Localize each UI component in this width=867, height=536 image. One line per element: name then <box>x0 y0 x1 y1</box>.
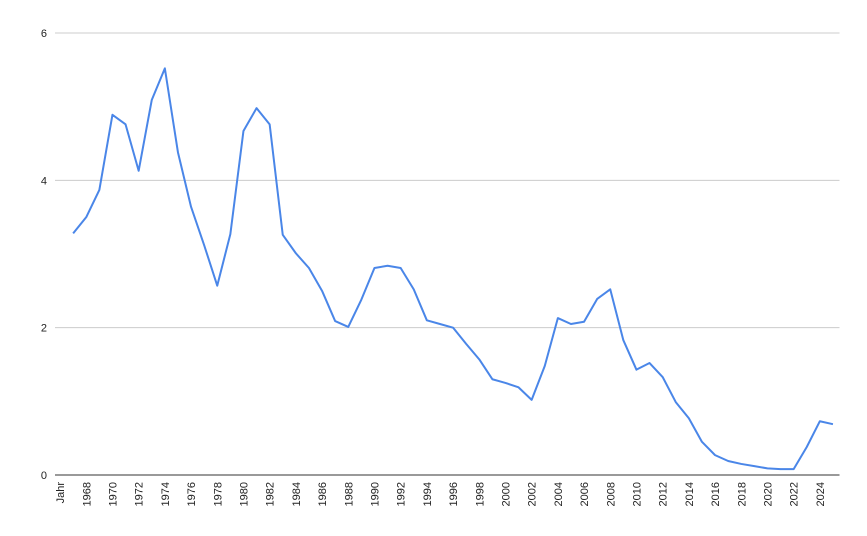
x-tick-label: 1988 <box>343 482 355 506</box>
x-tick-label: 2010 <box>631 482 643 506</box>
x-tick-label: 2018 <box>736 482 748 506</box>
x-tick-label: 2002 <box>527 482 539 506</box>
x-tick-label: 1996 <box>448 482 460 506</box>
x-tick-label: 1972 <box>134 482 146 506</box>
x-tick-label: 1992 <box>396 482 408 506</box>
x-tick-label: 1998 <box>474 482 486 506</box>
x-tick-label: 1986 <box>317 482 329 506</box>
y-tick-label: 0 <box>41 470 47 482</box>
x-tick-label: 1994 <box>422 482 434 506</box>
data-line <box>72 67 834 471</box>
x-tick-label: 2004 <box>553 482 565 506</box>
x-tick-label: 2016 <box>710 482 722 506</box>
x-tick-label: 1990 <box>369 482 381 506</box>
x-tick-label: 2022 <box>789 482 801 506</box>
x-tick-label: 2014 <box>684 482 696 506</box>
x-tick-label: 2006 <box>579 482 591 506</box>
x-tick-label: 2000 <box>500 482 512 506</box>
y-tick-label: 2 <box>41 323 47 335</box>
x-tick-label: 1976 <box>186 482 198 506</box>
x-tick-label: 1974 <box>160 482 172 506</box>
x-tick-label: 2024 <box>815 482 827 506</box>
y-tick-label: 4 <box>41 175 47 187</box>
x-tick-label: 1978 <box>212 482 224 506</box>
x-tick-label: 2020 <box>762 482 774 506</box>
x-tick-label: Jahr <box>55 482 67 504</box>
x-tick-label: 1970 <box>107 482 119 506</box>
x-tick-label: 1984 <box>291 482 303 506</box>
y-tick-label: 6 <box>41 28 47 40</box>
x-tick-label: 1980 <box>238 482 250 506</box>
x-tick-label: 2008 <box>605 482 617 506</box>
x-tick-label: 2012 <box>658 482 670 506</box>
x-tick-label: 1982 <box>265 482 277 506</box>
x-tick-label: 1968 <box>81 482 93 506</box>
